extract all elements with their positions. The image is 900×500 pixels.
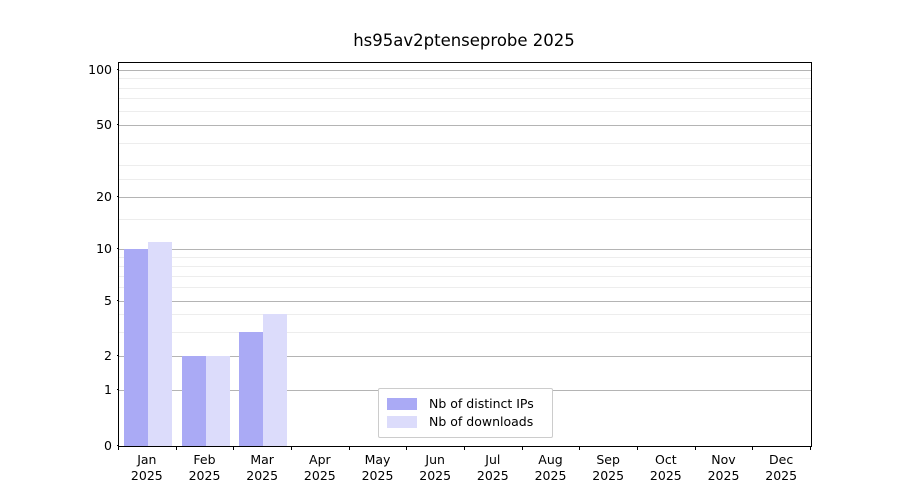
- plot-area: [118, 62, 812, 447]
- bar: [263, 314, 288, 446]
- x-axis-ticks: [118, 446, 811, 451]
- x-axis-tick-label: Nov 2025: [689, 452, 759, 484]
- gridline-minor: [119, 266, 811, 267]
- x-axis-tick-month: Nov: [711, 452, 736, 467]
- y-axis-tick-label: 2: [104, 348, 112, 363]
- chart-title: hs95av2ptenseprobe 2025: [353, 31, 575, 50]
- x-axis-tick-month: Aug: [538, 452, 563, 467]
- y-axis-tick-label: 5: [104, 293, 112, 308]
- gridline-minor: [119, 314, 811, 315]
- x-axis-tick-label: Mar 2025: [227, 452, 297, 484]
- x-axis-tick-mark: [695, 446, 696, 450]
- x-axis-tick-label: Aug 2025: [516, 452, 586, 484]
- chart-legend: Nb of distinct IPs Nb of downloads: [378, 388, 553, 438]
- gridline-minor: [119, 165, 811, 166]
- x-axis-tick-year: 2025: [765, 468, 798, 483]
- y-axis-labels: 0 1 2 5 10 20 50 100: [62, 62, 122, 452]
- x-axis-tick-mark: [810, 446, 811, 450]
- x-axis-tick-mark: [752, 446, 753, 450]
- gridline-minor: [119, 276, 811, 277]
- x-axis-tick-mark: [522, 446, 523, 450]
- bar: [147, 241, 172, 446]
- gridline-major: [119, 301, 811, 302]
- x-axis-tick-mark: [233, 446, 234, 450]
- y-axis-tick-label: 50: [96, 117, 112, 132]
- x-axis-tick-label: Jan 2025: [112, 452, 182, 484]
- x-axis-labels: Jan 2025 Feb 2025 Mar 2025 Apr 2025 May 2025 Jun 20…: [118, 452, 810, 492]
- x-axis-tick-year: 2025: [188, 468, 221, 483]
- x-axis-tick-mark: [176, 446, 177, 450]
- legend-item-downloads: Nb of downloads: [387, 413, 544, 431]
- gridline-minor: [119, 78, 811, 79]
- x-axis-tick-year: 2025: [592, 468, 625, 483]
- bar: [123, 249, 148, 446]
- gridline-major: [119, 197, 811, 198]
- x-axis-tick-year: 2025: [303, 468, 336, 483]
- x-axis-tick-label: Jun 2025: [400, 452, 470, 484]
- legend-label-distinct-ips: Nb of distinct IPs: [429, 396, 534, 411]
- gridline-minor: [119, 179, 811, 180]
- y-axis-tick-label: 1: [104, 382, 112, 397]
- x-axis-tick-month: Oct: [655, 452, 677, 467]
- y-axis-tick-label: 100: [88, 62, 112, 77]
- gridline-minor: [119, 88, 811, 89]
- x-axis-tick-year: 2025: [707, 468, 740, 483]
- x-axis-tick-label: May 2025: [343, 452, 413, 484]
- gridline-major: [119, 125, 811, 126]
- x-axis-tick-month: Feb: [193, 452, 216, 467]
- legend-swatch-downloads: [387, 416, 417, 428]
- y-axis-tick-label: 0: [104, 438, 112, 453]
- x-axis-tick-label: Oct 2025: [631, 452, 701, 484]
- gridline-major: [119, 249, 811, 250]
- x-axis-tick-month: May: [364, 452, 391, 467]
- x-axis-tick-label: Feb 2025: [170, 452, 240, 484]
- x-axis-tick-month: Apr: [309, 452, 331, 467]
- y-axis-tick-label: 20: [96, 189, 112, 204]
- x-axis-tick-year: 2025: [361, 468, 394, 483]
- bar: [239, 331, 264, 446]
- gridline-major: [119, 356, 811, 357]
- x-axis-tick-mark: [349, 446, 350, 450]
- x-axis-tick-year: 2025: [419, 468, 452, 483]
- gridline-minor: [119, 219, 811, 220]
- gridline-minor: [119, 257, 811, 258]
- gridline-minor: [119, 143, 811, 144]
- x-axis-tick-year: 2025: [476, 468, 509, 483]
- x-axis-tick-month: Dec: [769, 452, 794, 467]
- legend-label-downloads: Nb of downloads: [429, 414, 534, 429]
- y-axis-tick-label: 10: [96, 241, 112, 256]
- x-axis-tick-mark: [291, 446, 292, 450]
- gridline-minor: [119, 287, 811, 288]
- x-axis-tick-label: Sep 2025: [573, 452, 643, 484]
- gridline-minor: [119, 98, 811, 99]
- x-axis-tick-mark: [464, 446, 465, 450]
- x-axis-tick-mark: [637, 446, 638, 450]
- x-axis-tick-year: 2025: [649, 468, 682, 483]
- x-axis-tick-month: Jul: [485, 452, 501, 467]
- x-axis-tick-year: 2025: [534, 468, 567, 483]
- bar: [205, 356, 230, 446]
- x-axis-tick-mark: [406, 446, 407, 450]
- x-axis-tick-month: Sep: [596, 452, 620, 467]
- x-axis-tick-mark: [118, 446, 119, 450]
- x-axis-tick-month: Jun: [425, 452, 445, 467]
- gridline-minor: [119, 332, 811, 333]
- x-axis-tick-month: Mar: [250, 452, 274, 467]
- x-axis-tick-label: Apr 2025: [285, 452, 355, 484]
- gridline-minor: [119, 111, 811, 112]
- plot-inner: [119, 63, 811, 446]
- legend-item-distinct-ips: Nb of distinct IPs: [387, 395, 544, 413]
- x-axis-tick-label: Dec 2025: [746, 452, 816, 484]
- x-axis-tick-label: Jul 2025: [458, 452, 528, 484]
- legend-swatch-distinct-ips: [387, 398, 417, 410]
- bar: [181, 356, 206, 446]
- x-axis-tick-year: 2025: [130, 468, 163, 483]
- x-axis-tick-year: 2025: [246, 468, 279, 483]
- gridline-major: [119, 70, 811, 71]
- x-axis-tick-mark: [579, 446, 580, 450]
- x-axis-tick-month: Jan: [137, 452, 157, 467]
